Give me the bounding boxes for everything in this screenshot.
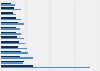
Bar <box>1 67 90 68</box>
Bar <box>1 9 21 10</box>
Bar <box>1 46 17 48</box>
Bar <box>1 23 24 25</box>
Bar <box>1 33 21 35</box>
Bar <box>1 56 20 57</box>
Bar <box>1 52 28 54</box>
Bar <box>1 48 27 49</box>
Bar <box>1 32 16 33</box>
Bar <box>1 57 33 59</box>
Bar <box>1 7 14 9</box>
Bar <box>1 65 34 67</box>
Bar <box>1 14 16 15</box>
Bar <box>1 12 13 14</box>
Bar <box>1 4 15 6</box>
Bar <box>1 17 16 19</box>
Bar <box>1 28 20 30</box>
Bar <box>1 36 17 38</box>
Bar <box>1 43 25 44</box>
Bar <box>1 62 23 64</box>
Bar <box>1 19 21 20</box>
Bar <box>1 51 21 52</box>
Bar <box>1 22 17 23</box>
Bar <box>1 27 16 28</box>
Bar <box>1 3 11 4</box>
Bar <box>1 61 24 62</box>
Bar <box>1 41 19 43</box>
Bar <box>1 38 24 39</box>
